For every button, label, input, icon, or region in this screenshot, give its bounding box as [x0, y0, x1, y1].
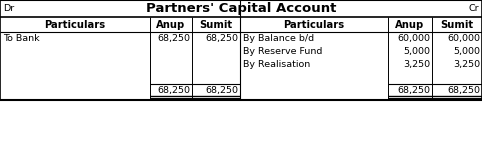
Text: Anup: Anup	[156, 19, 186, 30]
Text: Dr: Dr	[3, 4, 14, 13]
Text: 3,250: 3,250	[403, 60, 430, 69]
Text: 60,000: 60,000	[397, 34, 430, 43]
Text: To Bank: To Bank	[3, 34, 40, 43]
Text: Anup: Anup	[395, 19, 425, 30]
Text: Cr: Cr	[469, 4, 479, 13]
Text: 5,000: 5,000	[403, 47, 430, 56]
Text: Sumit: Sumit	[441, 19, 473, 30]
Text: 5,000: 5,000	[453, 47, 480, 56]
Text: 60,000: 60,000	[447, 34, 480, 43]
Text: 68,250: 68,250	[205, 34, 238, 43]
Text: Sumit: Sumit	[200, 19, 232, 30]
Text: By Realisation: By Realisation	[243, 60, 310, 69]
Text: 68,250: 68,250	[157, 86, 190, 95]
Text: 68,250: 68,250	[447, 86, 480, 95]
Text: 3,250: 3,250	[453, 60, 480, 69]
Text: Particulars: Particulars	[44, 19, 106, 30]
Text: By Balance b/d: By Balance b/d	[243, 34, 314, 43]
Text: 68,250: 68,250	[397, 86, 430, 95]
Text: By Reserve Fund: By Reserve Fund	[243, 47, 322, 56]
Text: Particulars: Particulars	[283, 19, 345, 30]
Text: Partners' Capital Account: Partners' Capital Account	[146, 2, 336, 15]
Text: 68,250: 68,250	[205, 86, 238, 95]
Text: 68,250: 68,250	[157, 34, 190, 43]
